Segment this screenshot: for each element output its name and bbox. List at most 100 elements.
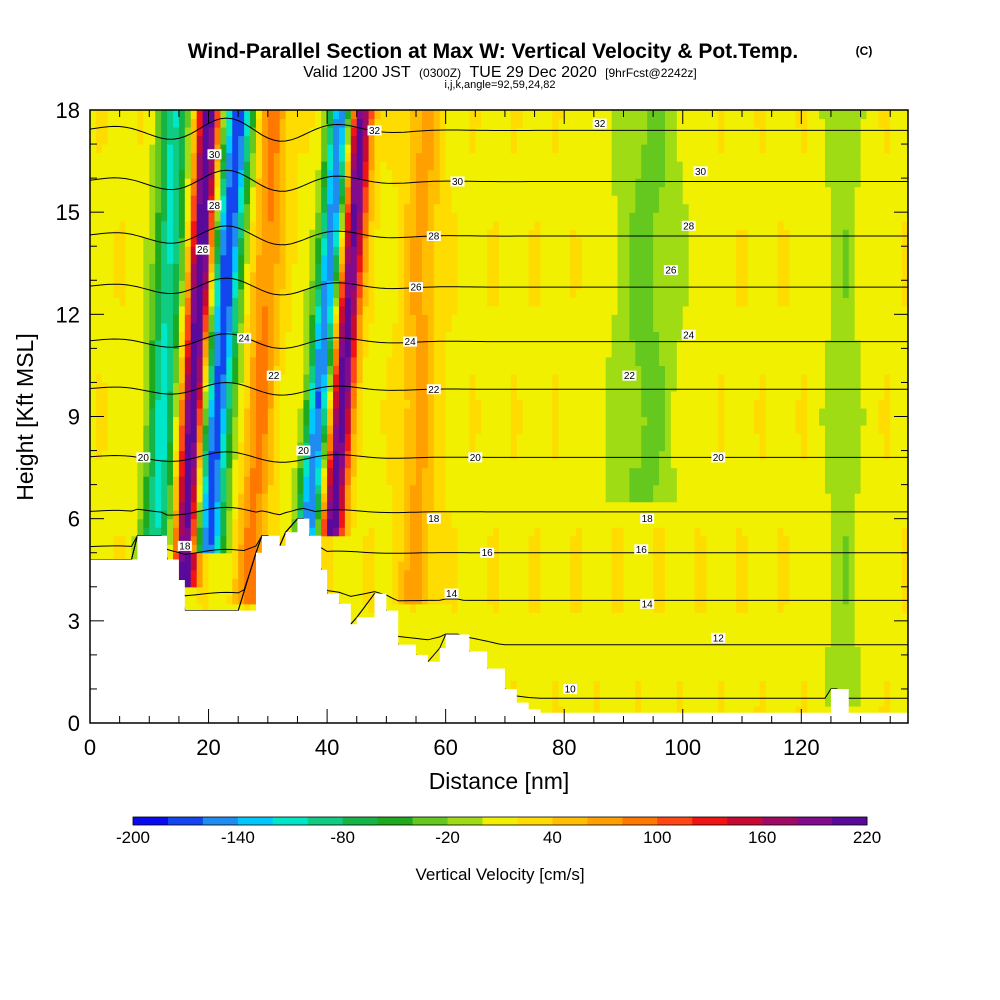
velocity-cell (119, 373, 127, 384)
velocity-cell (161, 161, 168, 171)
velocity-cell (392, 246, 399, 256)
velocity-cell (427, 467, 435, 477)
velocity-cell (202, 144, 210, 154)
velocity-cell (362, 271, 370, 281)
velocity-cell (439, 348, 447, 358)
velocity-cell (279, 527, 287, 537)
velocity-cell (309, 178, 316, 188)
velocity-cell (143, 212, 150, 222)
velocity-cell (445, 144, 453, 154)
velocity-cell (178, 144, 186, 154)
velocity-cell (220, 450, 227, 460)
velocity-cell (315, 263, 322, 273)
velocity-cell (226, 229, 233, 239)
velocity-cell (463, 237, 470, 247)
velocity-cell (90, 297, 97, 307)
velocity-cell (137, 186, 144, 196)
velocity-cell (344, 433, 352, 443)
velocity-cell (344, 356, 352, 367)
velocity-cell (95, 365, 103, 375)
velocity-cell (285, 476, 293, 486)
velocity-cell (315, 203, 322, 213)
velocity-cell (481, 637, 488, 647)
velocity-cell (291, 527, 299, 537)
velocity-cell (220, 135, 227, 145)
velocity-cell (457, 322, 465, 332)
velocity-cell (101, 297, 109, 307)
velocity-cell (327, 297, 334, 307)
velocity-cell (161, 246, 168, 256)
velocity-cell (439, 263, 447, 273)
velocity-cell (137, 348, 144, 358)
velocity-cell (184, 373, 192, 384)
velocity-cell (439, 416, 447, 426)
velocity-cell (261, 305, 269, 315)
velocity-cell (445, 518, 453, 528)
velocity-cell (149, 144, 156, 154)
velocity-cell (119, 339, 127, 349)
velocity-cell (445, 501, 453, 511)
velocity-cell (475, 127, 482, 137)
velocity-cell (350, 535, 358, 545)
velocity-cell (178, 195, 186, 205)
velocity-cell (285, 288, 293, 298)
velocity-cell (244, 271, 251, 281)
velocity-cell (137, 195, 144, 205)
velocity-cell (261, 118, 269, 128)
velocity-cell (143, 169, 150, 179)
velocity-cell (143, 331, 150, 341)
velocity-cell (244, 561, 251, 571)
velocity-cell (220, 229, 227, 239)
velocity-cell (327, 390, 334, 401)
velocity-cell (421, 254, 429, 264)
velocity-cell (244, 459, 251, 469)
velocity-cell (333, 178, 340, 188)
velocity-cell (196, 169, 204, 179)
velocity-cell (433, 110, 441, 120)
velocity-cell (368, 348, 376, 358)
velocity-cell (362, 612, 370, 622)
velocity-cell (368, 535, 376, 545)
velocity-cell (101, 246, 109, 256)
velocity-cell (386, 127, 393, 137)
velocity-cell (416, 212, 423, 222)
velocity-cell (421, 203, 429, 213)
velocity-cell (149, 331, 156, 341)
velocity-cell (131, 314, 139, 324)
velocity-cell (285, 365, 293, 375)
velocity-cell (421, 348, 429, 358)
velocity-cell (374, 161, 382, 171)
velocity-cell (184, 169, 192, 179)
velocity-cell (131, 212, 139, 222)
velocity-cell (398, 442, 405, 452)
velocity-cell (457, 433, 465, 443)
velocity-cell (267, 178, 275, 188)
velocity-cell (220, 331, 227, 341)
velocity-cell (374, 305, 382, 315)
velocity-cell (107, 288, 115, 298)
velocity-cell (267, 442, 275, 452)
velocity-cell (338, 501, 346, 511)
velocity-cell (303, 322, 310, 332)
velocity-cell (350, 569, 358, 579)
velocity-cell (125, 518, 133, 528)
velocity-cell (374, 212, 382, 222)
velocity-cell (481, 425, 488, 435)
velocity-cell (279, 467, 287, 477)
velocity-cell (238, 195, 245, 205)
velocity-cell (321, 339, 328, 349)
velocity-cell (463, 161, 470, 171)
velocity-cell (155, 152, 162, 162)
velocity-cell (196, 118, 204, 128)
velocity-cell (137, 297, 144, 307)
velocity-cell (439, 127, 447, 137)
velocity-cell (475, 212, 482, 222)
velocity-cell (101, 220, 109, 230)
velocity-cell (267, 348, 275, 358)
velocity-cell (267, 322, 275, 332)
velocity-cell (356, 518, 364, 528)
velocity-cell (196, 254, 204, 264)
velocity-cell (386, 135, 393, 145)
velocity-cell (119, 118, 127, 128)
velocity-cell (273, 518, 281, 528)
